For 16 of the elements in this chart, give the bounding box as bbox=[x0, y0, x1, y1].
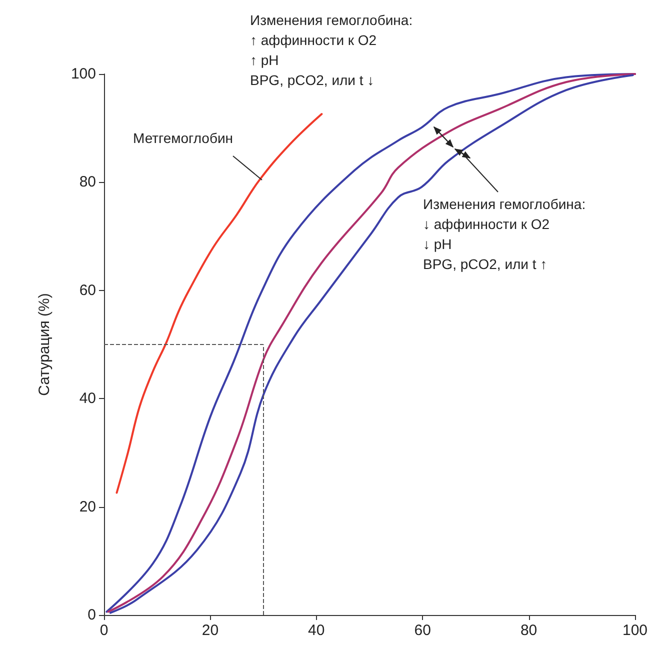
y-tick-label: 0 bbox=[88, 606, 96, 624]
x-tick-label: 60 bbox=[414, 622, 431, 639]
annotation: Изменения гемоглобина: ↓ аффинности к O2 ↓ pH BPG, pCO2, или t ↑ bbox=[423, 196, 586, 272]
y-tick-label: 40 bbox=[79, 390, 96, 408]
x-tick-label: 40 bbox=[308, 622, 325, 639]
y-axis-title: Сатурация (%) bbox=[36, 293, 53, 396]
x-tick-label: 20 bbox=[202, 622, 219, 639]
y-tick-label: 60 bbox=[79, 282, 96, 299]
x-tick-label: 0 bbox=[100, 622, 108, 639]
x-tick-label: 100 bbox=[622, 622, 648, 639]
y-tick-label: 80 bbox=[79, 174, 96, 191]
y-tick-label: 20 bbox=[79, 498, 96, 516]
y-tick-label: 100 bbox=[70, 66, 96, 82]
text: Метгемоглобин bbox=[133, 130, 234, 146]
x-tick-label: 80 bbox=[520, 622, 538, 639]
annotation: Изменения гемоглобина: ↑ аффинности к O2 ↑ pH BPG, pCO2, или t ↓ bbox=[250, 12, 413, 88]
